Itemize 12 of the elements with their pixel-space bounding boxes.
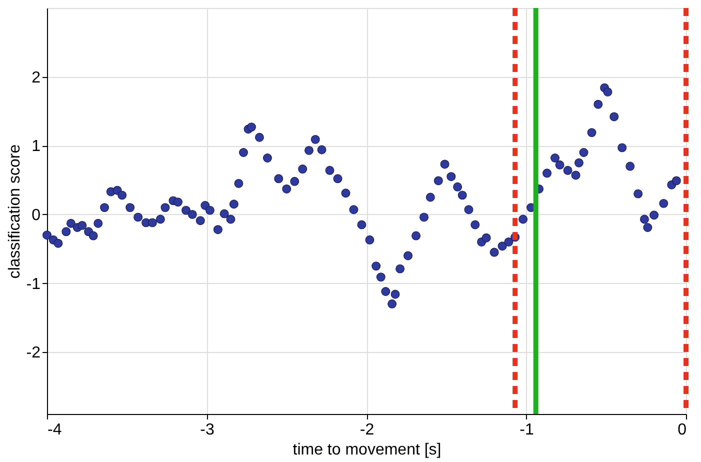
x-axis-title: time to movement [s] xyxy=(292,442,442,458)
y-tick-label: -2 xyxy=(26,344,41,362)
x-tick-label: 0 xyxy=(678,422,687,438)
x-tick-label: -3 xyxy=(200,422,214,438)
y-tick-label: 0 xyxy=(32,206,41,224)
x-tick-label: -4 xyxy=(48,422,62,438)
y-axis-title: classification score xyxy=(6,144,24,279)
y-tick-label: 2 xyxy=(32,69,41,86)
y-tick-label: 1 xyxy=(32,138,41,156)
x-tick-label: -1 xyxy=(520,422,534,438)
y-tick-label: -1 xyxy=(26,276,41,293)
x-tick-label: -2 xyxy=(360,422,374,438)
